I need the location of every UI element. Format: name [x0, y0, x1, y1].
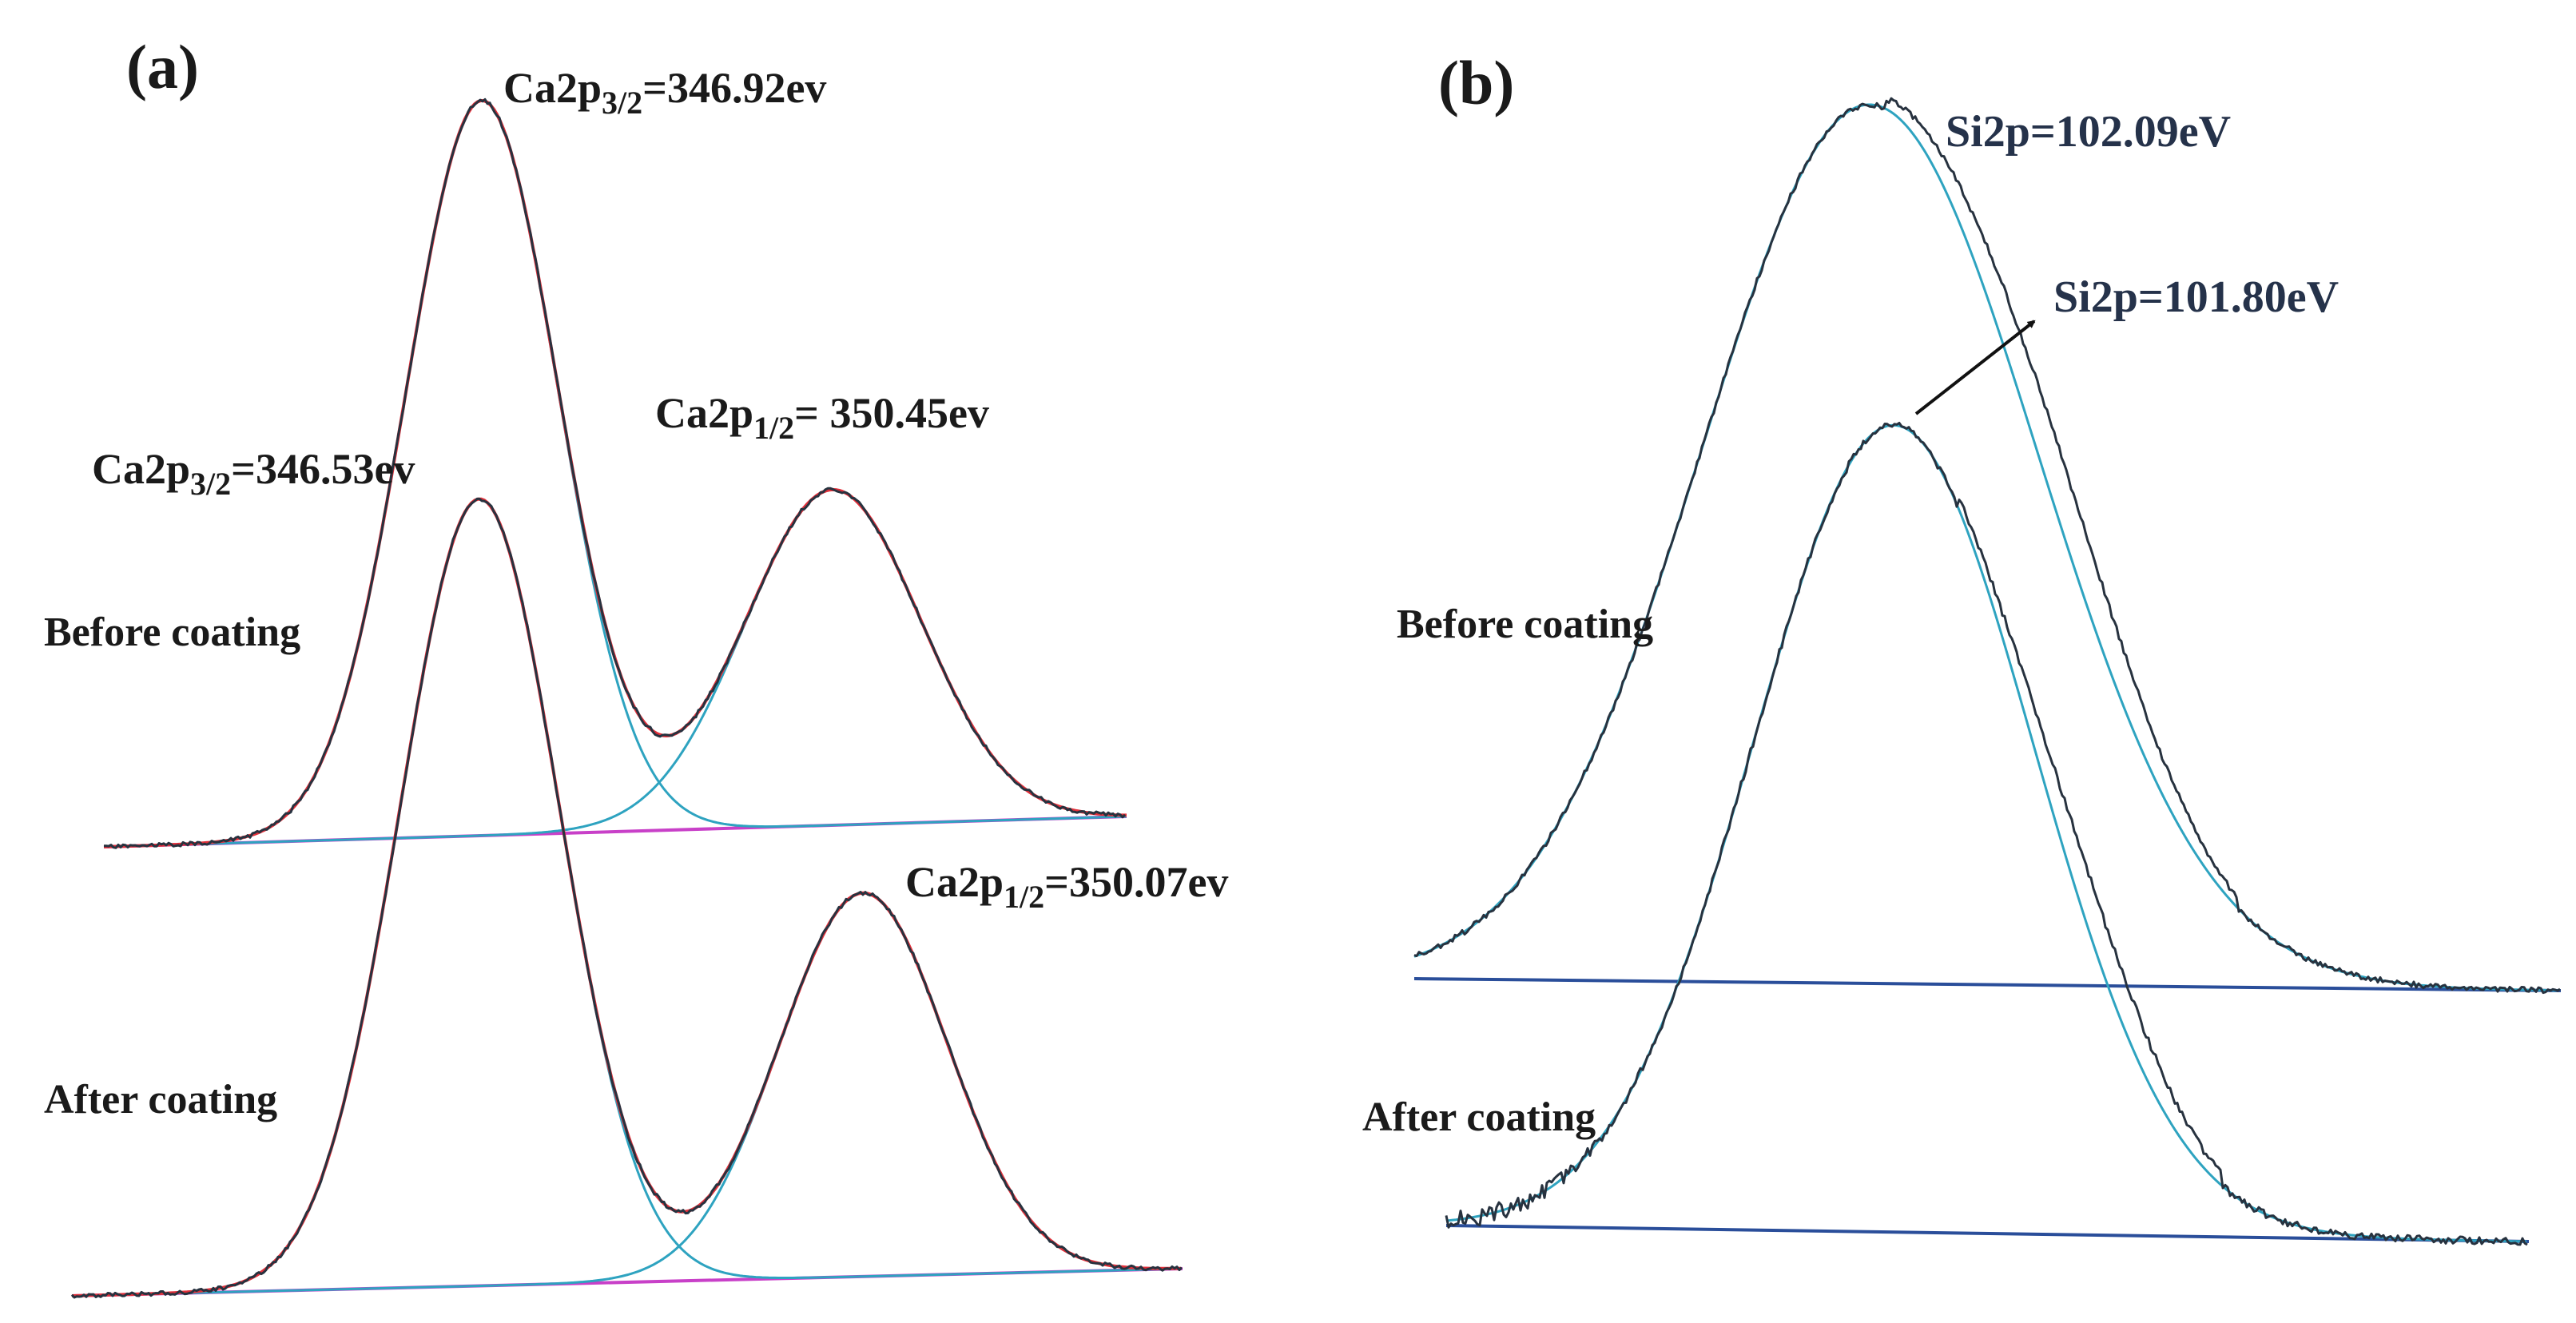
panel-a-label: (a): [126, 32, 199, 101]
panel-b-after-label: After coating: [1362, 1095, 1596, 1140]
peak-label-a-before-ca2p12: Ca2p1/2= 350.45ev: [655, 389, 989, 446]
b-before-baseline: [1413, 977, 2562, 992]
a-after-raw: [70, 497, 1183, 1299]
b-after-component-0: [1445, 423, 2526, 1243]
peak-arrow-b: [1914, 320, 2036, 415]
panel-a: (a) Before coating After coating Ca2p3/2…: [44, 32, 1228, 1299]
panel-a-curves: [70, 97, 1183, 1299]
a-before-component-1: [103, 488, 1127, 848]
peak-label-a-after-ca2p32: Ca2p3/2=346.53ev: [92, 445, 415, 502]
panel-a-after-label: After coating: [44, 1077, 277, 1122]
peak-label-a-before-ca2p32: Ca2p3/2=346.92ev: [503, 64, 826, 121]
b-before-raw: [1413, 97, 2561, 995]
a-before-raw: [103, 97, 1127, 849]
peak-label-b-before-si2p: Si2p=102.09eV: [1946, 107, 2231, 157]
panel-b: (b) Before coating After coating Si2p=10…: [1362, 48, 2562, 1246]
b-before-component-0: [1413, 103, 2558, 992]
peak-label-b-after-si2p: Si2p=101.80eV: [2053, 272, 2339, 322]
b-after-raw: [1445, 422, 2528, 1246]
panel-b-label: (b): [1438, 48, 1514, 117]
b-after-baseline: [1445, 1224, 2530, 1243]
peak-label-a-after-ca2p12: Ca2p1/2=350.07ev: [905, 858, 1228, 915]
panel-b-curves: [1413, 97, 2562, 1246]
panel-b-before-label: Before coating: [1397, 602, 1653, 647]
panel-a-before-label: Before coating: [44, 610, 300, 655]
